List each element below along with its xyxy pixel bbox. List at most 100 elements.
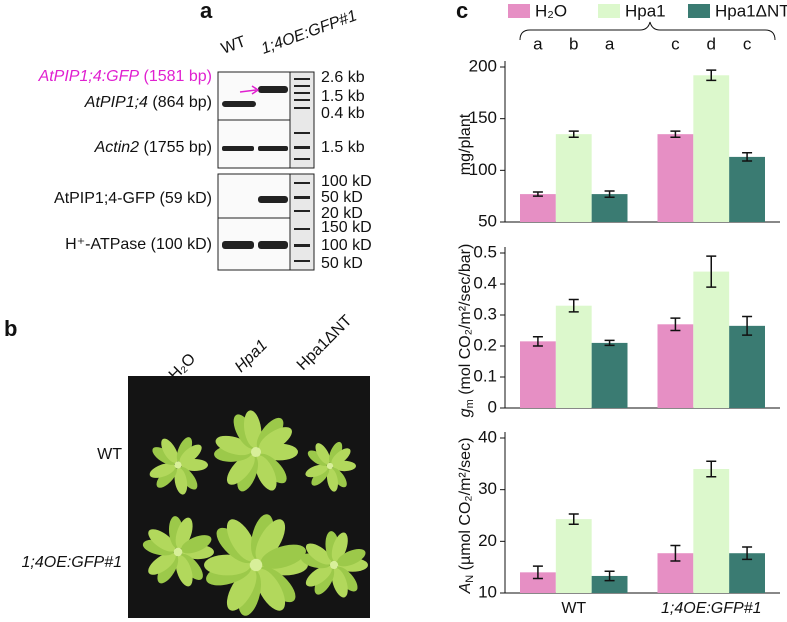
leaf [258, 427, 292, 452]
plant-center [173, 547, 183, 557]
error-bar [532, 565, 543, 580]
symbol: g [457, 408, 474, 417]
error-bar [742, 315, 753, 336]
leaf [226, 568, 257, 611]
band-label: Actin2 (1755 bp) [94, 139, 212, 156]
y-tick-label: 40 [478, 427, 497, 446]
bar [693, 75, 730, 223]
bar [657, 134, 694, 222]
leaf [243, 410, 262, 448]
error-bar [532, 191, 543, 197]
leaf [315, 443, 331, 465]
bar [729, 325, 765, 408]
ladder-label: 20 kD [321, 205, 363, 222]
ladder-label: 100 kD [321, 173, 372, 190]
genotype-label: 1;4OE:GFP#1 [22, 554, 123, 571]
plant-center [250, 446, 262, 458]
y-tick-label: 0.4 [473, 273, 497, 292]
arrow [239, 89, 257, 93]
legend-label: Hpa1ΔNT [715, 1, 787, 20]
y-tick-label: 20 [478, 531, 497, 550]
leaf [179, 444, 202, 465]
y-tick-label: 0 [488, 397, 497, 416]
ladder-label: 0.4 kb [321, 105, 365, 122]
leaf [161, 438, 179, 463]
y-axis-label: AN (µmol CO₂/m²/sec) [457, 438, 476, 595]
bar [555, 519, 592, 593]
significance-letter: a [605, 34, 615, 53]
gel-bands [222, 78, 310, 262]
legend-swatch [598, 4, 620, 18]
significance-letter: d [707, 34, 716, 53]
y-tick-label: 0.5 [473, 242, 497, 261]
leaf [181, 535, 212, 554]
treatment-label: Hpa1 [232, 337, 271, 376]
leaf [148, 552, 176, 575]
lane-label: WT [219, 33, 248, 58]
error-bar [670, 544, 681, 562]
leaf [174, 467, 188, 495]
error-bar [742, 152, 753, 162]
error-bar [568, 298, 579, 313]
bar [520, 194, 556, 222]
ladder-label: 150 kD [321, 219, 372, 236]
leaf [328, 441, 343, 464]
y-tick-label: 0.2 [473, 335, 497, 354]
band-label: AtPIP1;4-GFP (59 kD) [54, 190, 212, 207]
significance-letter: b [569, 34, 578, 53]
band-label: AtPIP1;4 (864 bp) [84, 94, 212, 111]
leaf [305, 464, 328, 478]
subscript: N [464, 575, 476, 583]
y-tick-label: 50 [478, 211, 497, 230]
treatment-label: Hpa1ΔNT [294, 312, 356, 374]
y-tick-label: 100 [469, 160, 497, 179]
leaf [260, 544, 306, 569]
bar [657, 324, 694, 408]
legend-swatch [688, 4, 710, 18]
y-axis-label: mg/plant [457, 113, 474, 175]
leaf [175, 555, 193, 587]
bar [555, 305, 592, 408]
band-size: (864 bp) [152, 94, 212, 111]
y-tick-label: 0.3 [473, 304, 497, 323]
legend-label: Hpa1 [625, 1, 666, 20]
bar [591, 194, 628, 222]
symbol: A [457, 583, 474, 595]
leaf [148, 529, 176, 552]
leaf [176, 437, 193, 463]
bar [520, 572, 556, 593]
error-bar [604, 190, 615, 198]
band-label: AtPIP1;4:GFP (1581 bp) [38, 68, 212, 85]
error-bar [706, 69, 717, 82]
subscript: m [464, 399, 476, 408]
bar [591, 575, 628, 593]
error-bar [706, 255, 717, 288]
leaf [331, 448, 351, 466]
bar [591, 342, 628, 408]
leaf [226, 454, 255, 485]
panel-label: c [456, 0, 468, 23]
leaf [255, 519, 286, 562]
bar [520, 341, 556, 408]
legend-swatch [508, 4, 530, 18]
y-tick-label: 150 [469, 108, 497, 127]
ladder-label: 2.6 kb [321, 69, 365, 86]
band-size: (1755 bp) [144, 139, 213, 156]
bar [555, 134, 592, 222]
error-bar [532, 335, 543, 347]
leaf [305, 543, 332, 565]
x-tick-label: WT [561, 600, 586, 617]
leaf [305, 565, 332, 587]
error-bar [742, 546, 753, 561]
error-bar [568, 130, 579, 139]
ladder-label: 50 kD [321, 255, 363, 272]
legend-label: H₂O [535, 1, 567, 20]
lane-label: 1;4OE:GFP#1 [259, 7, 359, 57]
plants [142, 410, 369, 616]
band-name: Actin2 [94, 139, 140, 156]
arrow-head [251, 85, 260, 95]
error-bar [706, 460, 717, 478]
y-axis-label: gm (mol CO₂/m²/sec/bar) [457, 244, 476, 418]
ladder-label: 1.5 kb [321, 88, 365, 105]
